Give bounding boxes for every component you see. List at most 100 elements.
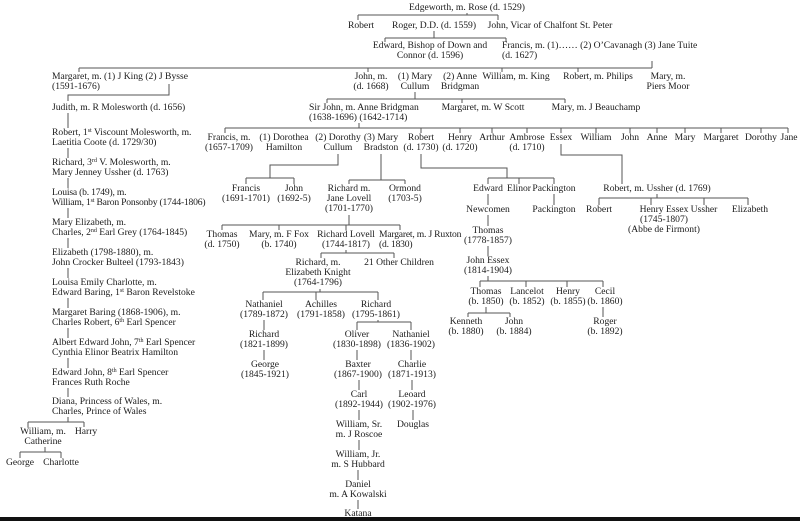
connector-line [384, 31, 507, 42]
person-line: Elinor [507, 183, 531, 194]
person-line: William, m. King [482, 71, 550, 82]
person-line: (b. 1884) [496, 326, 532, 338]
person-line: Lancelot [510, 286, 544, 297]
person-line: (1867-1900) [334, 369, 382, 381]
person-line: Robert, m. Ussher (d. 1769) [603, 183, 711, 194]
person-newcomen: Newcomen [466, 204, 510, 215]
person-line: George [5, 457, 35, 468]
connector-line [326, 92, 566, 103]
person-william-2: William [580, 132, 611, 143]
person-line: (1692-5) [277, 193, 311, 205]
person-line: William, Jr. [335, 449, 381, 460]
person-ormond: Ormond (1703-5) [388, 183, 422, 205]
person-line: Charles, Prince of Wales [52, 406, 147, 418]
person-line: (d. 1750) [204, 239, 240, 251]
person-line: Mary, m. F Fox [249, 229, 309, 240]
person-line: Edward Baring, 1st Baron Revelstoke [52, 287, 195, 299]
person-henry-essex: Henry Essex (1745-1807) (Abbe de Firmont) [628, 204, 700, 236]
person-line: Jane Lovell [326, 193, 372, 205]
person-henry-1720: Henry (d. 1720) [442, 132, 477, 153]
person-elinor: Elinor [507, 183, 531, 194]
person-line: Robert, m. Philips [563, 71, 633, 82]
person-line: Essex [549, 132, 573, 143]
person-line: William, 1st Baron Ponsonby (1744-1806) [52, 197, 206, 209]
person-line: Robert [585, 204, 613, 215]
person-line: (1789-1872) [240, 309, 288, 321]
person-line: Margaret Baring (1868-1906), m. [52, 307, 181, 318]
person-dorothy: (2) Dorothy Cullum [315, 132, 361, 153]
person-john-1692: John (1692-5) [277, 183, 311, 205]
person-line: Newcomen [466, 204, 510, 215]
person-line: Richard Lovell [317, 229, 375, 240]
person-line: Nathaniel [392, 329, 430, 340]
person-line: John Crocker Bulteel (1793-1843) [52, 257, 184, 269]
person-line: (2) Anne [443, 71, 477, 82]
person-diana: Diana, Princess of Wales, m. Charles, Pri… [52, 396, 162, 418]
person-line: Cecil [594, 286, 616, 297]
person-line: Elizabeth [731, 204, 769, 215]
person-line: 21 Other Children [364, 257, 434, 268]
person-anne: Anne [647, 132, 668, 143]
person-nathaniel-1789: Nathaniel (1789-1872) [240, 299, 288, 321]
person-line: (b. 1855) [550, 296, 586, 308]
person-line: Dorothy [745, 132, 777, 143]
person-john-1668: John, m. (d. 1668) [353, 71, 388, 92]
person-line: Margaret, m. W Scott [441, 102, 525, 113]
person-mary-bradston: (3) Mary Bradston [364, 132, 399, 153]
person-robert-philips: Robert, m. Philips [563, 71, 633, 82]
person-line: (1638-1696) (1642-1714) [309, 112, 408, 124]
connector-line [27, 417, 85, 427]
person-richard-knight: Richard, m. Elizabeth Knight (1764-1796) [285, 257, 350, 289]
person-line: Robert [407, 132, 435, 143]
person-line: Robert [347, 20, 375, 31]
person-edward-john: Edward John, 8th Earl Spencer Frances Rut… [52, 367, 168, 389]
person-line: Henry Essex [639, 204, 689, 215]
person-line: (1703-5) [388, 193, 422, 205]
person-john-2: John [621, 132, 639, 143]
person-line: Roger, D.D. (d. 1559) [391, 20, 477, 31]
person-line: Cynthia Elinor Beatrix Hamilton [52, 347, 179, 359]
person-line: Bridgman [440, 81, 480, 93]
person-line: Louisa (b. 1749), m. [52, 187, 127, 198]
person-line: John Essex [466, 255, 510, 266]
person-line: (1778-1857) [464, 235, 512, 247]
person-george: George [5, 457, 35, 468]
person-line: (d. 1830) [379, 239, 413, 251]
person-judith: Judith, m. R Molesworth (d. 1656) [52, 102, 185, 113]
person-line: Hamilton [265, 142, 303, 154]
person-line: Thomas [472, 225, 504, 236]
person-mary-beauchamp: Mary, m. J Beauchamp [552, 102, 641, 113]
person-line: Catherine [24, 436, 62, 448]
person-george-1845: George (1845-1921) [241, 359, 289, 380]
person-line: Frances Ruth Roche [52, 377, 130, 389]
person-line: Mary Elizabeth, m. [52, 217, 127, 228]
person-ambrose: Ambrose (d. 1710) [509, 132, 545, 154]
connector-line [263, 350, 414, 509]
person-mary-elizabeth: Mary Elizabeth, m. Charles, 2nd Earl Grey… [52, 217, 187, 238]
person-line: (b. 1740) [261, 239, 297, 251]
person-line: Richard, m. [295, 257, 341, 268]
person-dorothy-2: Dorothy [745, 132, 777, 143]
person-line: (d. 1710) [509, 142, 545, 154]
person-line: (d. 1730) [403, 142, 439, 154]
person-henry-1855: Henry (b. 1855) [550, 286, 586, 308]
connector-line [78, 61, 653, 72]
person-line: Margaret, m. (1) J King (2) J Bysse [52, 71, 188, 82]
person-margaret-baring: Margaret Baring (1868-1906), m. Charles R… [52, 307, 181, 328]
person-line: Charlie [397, 359, 427, 370]
person-line: George [250, 359, 280, 370]
person-louisa: Louisa (b. 1749), m. William, 1st Baron P… [52, 187, 206, 209]
person-albert-edward: Albert Edward John, 7th Earl Spencer Cynt… [52, 337, 195, 359]
person-line: Margaret [703, 132, 739, 143]
person-line: m. J Roscoe [335, 429, 383, 441]
person-achilles: Achilles (1791-1858) [297, 299, 345, 320]
person-sir-john: Sir John, m. Anne Bridgman (1638-1696) (1… [309, 102, 419, 124]
person-line: m. S Hubbard [331, 459, 385, 471]
person-line: (1764-1796) [294, 277, 342, 289]
person-line: Edgeworth, m. Rose (d. 1529) [409, 2, 525, 13]
person-louisa-emily: Louisa Emily Charlotte, m. Edward Baring,… [52, 277, 195, 299]
person-line: Margaret, m. J Ruxton [379, 229, 462, 240]
connector-line [420, 154, 555, 184]
person-robert-viscount: Robert, 1st Viscount Molesworth, m. Laeti… [52, 127, 191, 148]
